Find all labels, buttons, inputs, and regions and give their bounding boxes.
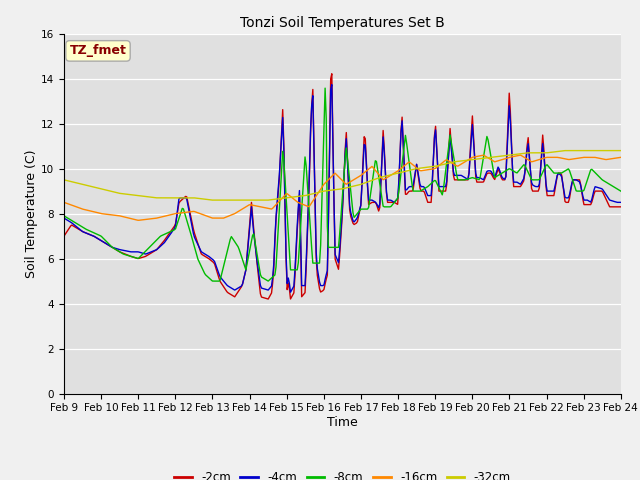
-16cm xyxy=(329,172,337,178)
-4cm xyxy=(519,178,527,183)
-8cm xyxy=(210,278,218,284)
-8cm xyxy=(321,85,329,91)
-4cm xyxy=(394,195,401,201)
Text: TZ_fmet: TZ_fmet xyxy=(70,44,127,58)
-2cm xyxy=(394,202,401,207)
-16cm xyxy=(516,152,524,158)
Y-axis label: Soil Temperature (C): Soil Temperature (C) xyxy=(25,149,38,278)
-32cm xyxy=(606,148,614,154)
-4cm xyxy=(364,182,371,188)
-16cm xyxy=(135,217,143,223)
X-axis label: Time: Time xyxy=(327,416,358,429)
-2cm xyxy=(264,296,272,302)
-32cm xyxy=(326,188,333,193)
-16cm xyxy=(606,156,614,162)
-8cm xyxy=(394,195,401,201)
-2cm xyxy=(326,145,333,151)
-2cm xyxy=(328,71,335,77)
-32cm xyxy=(60,177,68,183)
-8cm xyxy=(364,206,371,212)
-32cm xyxy=(329,187,337,193)
-4cm xyxy=(330,201,338,206)
-2cm xyxy=(617,204,625,210)
Title: Tonzi Soil Temperatures Set B: Tonzi Soil Temperatures Set B xyxy=(240,16,445,30)
-32cm xyxy=(563,148,570,154)
-2cm xyxy=(330,201,338,206)
-16cm xyxy=(519,154,527,159)
-4cm xyxy=(60,215,68,221)
-4cm xyxy=(328,82,335,87)
-16cm xyxy=(326,176,333,181)
-32cm xyxy=(518,151,525,156)
-32cm xyxy=(393,170,401,176)
Line: -16cm: -16cm xyxy=(64,155,621,220)
-2cm xyxy=(364,183,371,189)
Line: -2cm: -2cm xyxy=(64,74,621,299)
-16cm xyxy=(393,169,401,175)
-16cm xyxy=(60,200,68,205)
-2cm xyxy=(519,180,527,186)
Line: -8cm: -8cm xyxy=(64,88,621,281)
-32cm xyxy=(210,197,218,203)
-8cm xyxy=(617,188,625,194)
-8cm xyxy=(519,163,527,169)
-8cm xyxy=(60,213,68,219)
-32cm xyxy=(362,180,370,185)
-16cm xyxy=(617,155,625,160)
-16cm xyxy=(362,168,370,174)
-4cm xyxy=(287,289,294,295)
-4cm xyxy=(326,151,333,156)
-32cm xyxy=(617,148,625,154)
-2cm xyxy=(606,204,614,210)
-4cm xyxy=(606,197,614,203)
Line: -4cm: -4cm xyxy=(64,84,621,292)
-8cm xyxy=(330,244,338,250)
-2cm xyxy=(60,233,68,239)
-8cm xyxy=(606,181,614,187)
Line: -32cm: -32cm xyxy=(64,151,621,200)
-4cm xyxy=(617,200,625,205)
Legend: -2cm, -4cm, -8cm, -16cm, -32cm: -2cm, -4cm, -8cm, -16cm, -32cm xyxy=(169,466,516,480)
-8cm xyxy=(327,244,335,250)
